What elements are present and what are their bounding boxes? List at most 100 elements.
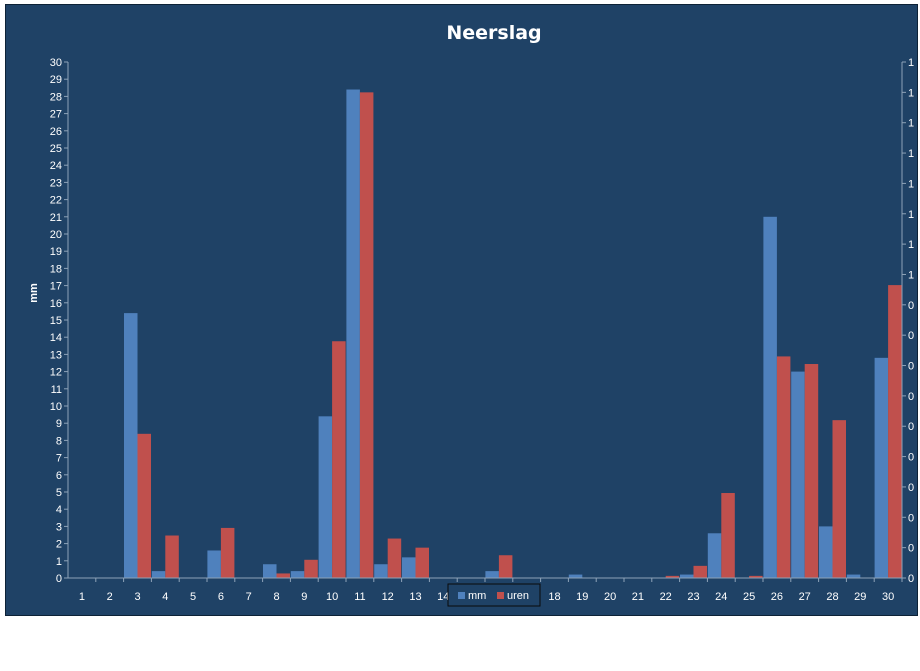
legend: mm uren	[447, 583, 541, 607]
bar-mm-11	[346, 89, 360, 579]
x-tick-label: 18	[548, 591, 560, 603]
right-tick-label: 1	[908, 57, 914, 69]
left-tick-label: 30	[50, 57, 62, 69]
bar-uren-9	[304, 559, 318, 578]
x-tick-label: 4	[162, 591, 168, 603]
left-tick-label: 10	[50, 401, 62, 413]
bar-uren-24	[721, 493, 735, 578]
bar-mm-30	[874, 357, 889, 578]
right-tick-label: 0	[908, 482, 914, 494]
bar-uren-16	[498, 555, 513, 578]
left-tick-label: 25	[50, 143, 62, 155]
right-tick-label: 1	[908, 148, 914, 160]
left-tick-label: 1	[56, 556, 62, 568]
x-tick-label: 8	[273, 591, 279, 603]
left-tick-label: 28	[50, 91, 62, 103]
bar-mm-23	[680, 574, 694, 578]
legend-swatch-mm	[458, 592, 465, 599]
bar-uren-27	[804, 364, 819, 578]
chart-title: Neerslag	[446, 22, 541, 44]
bar-mm-26	[763, 216, 777, 579]
bar-mm-3	[124, 313, 138, 578]
bar-mm-9	[290, 571, 305, 578]
right-tick-label: 0	[908, 573, 914, 585]
left-axis-ticks: 0123456789101112131415161718192021222324…	[50, 57, 68, 585]
left-tick-label: 21	[50, 212, 62, 224]
left-tick-label: 9	[56, 418, 62, 430]
bar-uren-3	[137, 433, 151, 578]
right-tick-label: 0	[908, 543, 914, 555]
left-tick-label: 15	[50, 315, 62, 327]
right-tick-label: 0	[908, 330, 914, 342]
x-tick-label: 21	[632, 591, 644, 603]
x-tick-label: 13	[409, 591, 421, 603]
x-tick-label: 20	[604, 591, 616, 603]
bar-uren-4	[165, 535, 179, 578]
bar-mm-24	[707, 533, 722, 578]
right-tick-label: 0	[908, 421, 914, 433]
legend-box	[447, 583, 541, 607]
left-tick-label: 27	[50, 109, 62, 121]
left-tick-label: 18	[50, 263, 62, 275]
left-tick-label: 2	[56, 539, 62, 551]
left-tick-label: 6	[56, 470, 62, 482]
left-tick-label: 19	[50, 246, 62, 258]
bar-uren-8	[276, 573, 290, 578]
x-tick-label: 7	[246, 591, 252, 603]
left-tick-label: 4	[56, 504, 62, 516]
bar-mm-12	[374, 564, 388, 578]
bar-uren-28	[832, 420, 846, 578]
bar-uren-26	[776, 356, 791, 578]
bar-uren-22	[665, 575, 680, 578]
x-tick-label: 3	[134, 591, 140, 603]
left-tick-label: 11	[51, 384, 62, 396]
bar-mm-19	[568, 574, 583, 578]
bar-uren-25	[749, 575, 763, 578]
left-tick-label: 12	[50, 367, 62, 379]
bar-uren-11	[359, 92, 374, 579]
x-tick-label: 1	[79, 591, 85, 603]
bar-uren-10	[332, 341, 346, 578]
right-tick-label: 0	[908, 512, 914, 524]
x-tick-label: 22	[660, 591, 672, 603]
x-tick-label: 10	[326, 591, 338, 603]
left-tick-label: 23	[50, 177, 62, 189]
left-tick-label: 3	[56, 521, 62, 533]
left-tick-label: 22	[50, 195, 62, 207]
x-tick-label: 11	[354, 591, 365, 603]
bar-uren-13	[415, 547, 429, 578]
bar-mm-27	[791, 371, 805, 578]
left-tick-label: 13	[50, 349, 62, 361]
bar-mm-13	[402, 557, 416, 578]
right-tick-label: 1	[908, 269, 914, 281]
x-tick-label: 28	[826, 591, 838, 603]
x-tick-label: 23	[687, 591, 699, 603]
left-tick-label: 26	[50, 126, 62, 138]
right-axis-ticks: 0 0 0 0 0 0 0 0 0 0 1 1 1 1 1 1 1 1	[902, 57, 914, 585]
left-tick-label: 24	[50, 160, 62, 172]
bar-mm-29	[846, 574, 861, 578]
x-tick-label: 30	[882, 591, 894, 603]
x-tick-label: 19	[576, 591, 588, 603]
left-tick-label: 17	[50, 281, 62, 293]
left-tick-label: 14	[50, 332, 62, 344]
bar-mm-16	[485, 571, 499, 578]
legend-swatch-uren	[497, 592, 504, 599]
chart-svg: Neerslag mm 0123456789101112131415161718…	[28, 22, 914, 607]
x-tick-label: 14	[437, 591, 449, 603]
x-tick-label: 29	[854, 591, 866, 603]
bar-mm-28	[819, 526, 833, 578]
legend-label-mm: mm	[468, 590, 486, 602]
bar-mm-4	[151, 571, 166, 578]
right-tick-label: 0	[908, 452, 914, 464]
x-tick-label: 27	[799, 591, 811, 603]
left-tick-label: 7	[56, 453, 62, 465]
chart-area: Neerslag mm 0 1 2 3 4 5 6 7 8 9 10 11 12 13 14 15 16 17 18…	[5, 4, 918, 616]
x-tick-label: 5	[190, 591, 196, 603]
x-tick-label: 26	[771, 591, 783, 603]
x-tick-label: 6	[218, 591, 224, 603]
x-tick-label: 12	[382, 591, 394, 603]
right-tick-label: 1	[908, 209, 914, 221]
left-tick-label: 5	[56, 487, 62, 499]
bar-uren-12	[387, 538, 402, 578]
